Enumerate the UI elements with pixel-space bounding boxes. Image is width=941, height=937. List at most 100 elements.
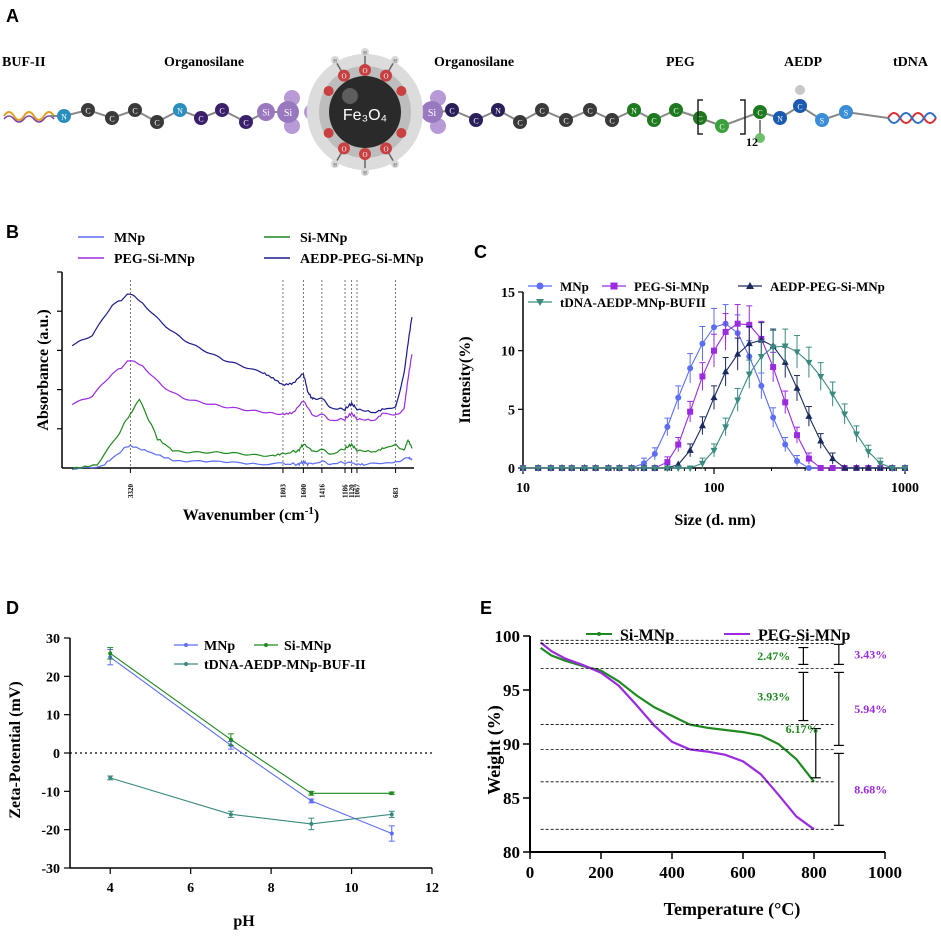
c-marker: [604, 465, 612, 472]
d-y-tick-label: 0: [53, 747, 60, 762]
c-marker: [674, 465, 682, 472]
d-ylabel: Zeta-Potential (mV): [7, 681, 24, 818]
c-marker: [805, 412, 813, 419]
atom-c: [513, 115, 527, 129]
c-marker: [864, 464, 872, 471]
b-wavenumber-label: 1120: [348, 484, 356, 498]
d-xlabel: pH: [233, 913, 255, 930]
d-legend-si-mnp: Si-MNp: [284, 639, 332, 654]
c-marker: [651, 450, 658, 457]
b-wavenumber-label: 3320: [127, 484, 135, 499]
d-x-tick-label: 6: [187, 881, 194, 896]
peg-bracket: 12: [697, 99, 758, 149]
e-legend-peg-si-mnp: PEG-Si-MNp: [758, 627, 851, 644]
b-series-si-mnp: [71, 398, 413, 470]
atom-label: H: [363, 52, 367, 57]
c-marker: [793, 384, 801, 391]
atom-label: C: [198, 115, 203, 124]
atom-label: Si: [284, 108, 293, 119]
atom-c: [128, 103, 142, 117]
c-marker: [710, 393, 718, 401]
c-marker: [745, 339, 753, 347]
c-marker: [664, 459, 671, 466]
b-series-peg-si-mnp: [71, 354, 413, 422]
core-hydrogen: [391, 56, 399, 65]
core-oxygen: [338, 142, 350, 155]
c-marker: [675, 441, 682, 448]
core-oxygen: [380, 142, 392, 155]
d-series-tdna-aedp-mnp-buf-ii: [110, 777, 392, 825]
c-marker: [901, 465, 909, 472]
panel-label-d: D: [6, 598, 19, 618]
c-x-tick-label: 10: [516, 481, 530, 496]
c-marker: [699, 340, 706, 347]
e-series-si-mnp: [539, 646, 815, 783]
c-marker: [805, 359, 813, 367]
e-annotation-3-43pct: 3.43%: [854, 647, 887, 661]
c-marker: [829, 465, 836, 471]
c-marker: [722, 424, 730, 431]
d-marker: [228, 812, 233, 817]
atom-c: [150, 115, 164, 129]
b-wavenumber-label: 1416: [318, 484, 326, 499]
atom-label: C: [517, 119, 522, 128]
e-legend-si-mnp: Si-MNp: [620, 627, 674, 644]
d-y-tick-label: -20: [41, 824, 60, 839]
c-marker: [534, 465, 542, 472]
atom-c: [693, 111, 707, 125]
c-legend-aedp-peg-si-mnp: AEDP-PEG-Si-MNp: [770, 279, 885, 294]
b-series-aedp-peg-si-mnp: [71, 293, 413, 414]
e-x-tick-label: 200: [588, 863, 614, 882]
c-marker: [888, 465, 896, 472]
e-ylabel: Weight (%): [484, 705, 505, 795]
atom-label: C: [587, 107, 592, 116]
c-y-tick-label: 5: [508, 403, 515, 418]
c-marker: [568, 465, 576, 472]
b-legend-mnp: MNp: [114, 231, 145, 246]
atom-label: C: [539, 107, 544, 116]
d-marker: [309, 798, 314, 803]
c-y-tick-label: 15: [501, 286, 515, 301]
atom-label: H: [333, 60, 337, 65]
c-marker: [805, 465, 812, 471]
atom-label: S: [820, 117, 824, 126]
c-marker: [547, 465, 555, 472]
carbonyl-oxygen: [755, 133, 765, 143]
c-marker: [711, 347, 717, 354]
atom-s: [815, 113, 829, 127]
d-legend: MNp Si-MNp tDNA-AEDP-MNp-BUF-II: [174, 639, 366, 673]
panel-label-b: B: [6, 222, 19, 242]
core-oxygen: [380, 69, 392, 82]
c-marker: [664, 423, 671, 430]
c-legend-peg-si-mnp: PEG-Si-MNp: [634, 279, 709, 294]
d-x-tick-label: 4: [107, 881, 114, 896]
dls-plot: 0 5 10 15 10 100 1000: [501, 286, 919, 496]
core-oxygen: [323, 128, 334, 138]
c-marker: [876, 460, 884, 468]
schematic-label-aedp: AEDP: [784, 55, 823, 70]
c-marker: [722, 328, 729, 335]
atom-label: C: [132, 107, 137, 116]
tdna-helix: [887, 112, 937, 124]
core-oxygen: [396, 86, 407, 96]
schematic-label-organosilane-left: Organosilane: [164, 55, 244, 70]
atom-label: C: [673, 107, 678, 116]
atom-label: C: [243, 119, 248, 128]
c-marker: [841, 464, 849, 471]
d-y-tick-label: 20: [46, 670, 60, 685]
e-annotation-2-47pct: 2.47%: [757, 649, 790, 663]
atom-c: [105, 111, 119, 125]
core-oxygen: [396, 128, 407, 138]
c-marker: [758, 382, 765, 389]
atom-label: C: [697, 115, 702, 124]
c-marker: [711, 324, 717, 331]
c-marker: [770, 364, 777, 371]
atom-label: C: [219, 107, 224, 116]
c-marker: [698, 421, 706, 429]
d-marker: [108, 775, 113, 780]
d-y-tick-label: -30: [41, 862, 60, 877]
e-y-tick-label: 95: [503, 681, 520, 700]
